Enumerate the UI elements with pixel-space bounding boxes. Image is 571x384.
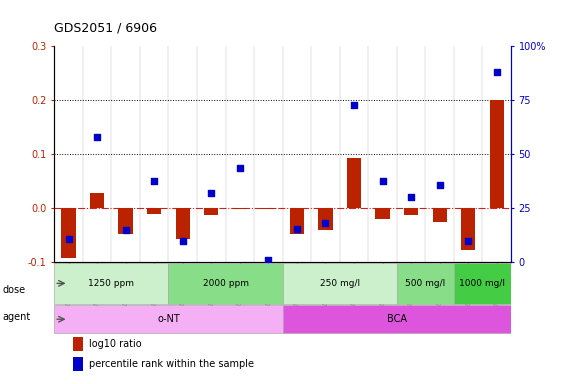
Text: percentile rank within the sample: percentile rank within the sample (89, 359, 254, 369)
Point (93, 134, 102, 140)
Bar (319, 208, 332, 230)
Point (292, 225, 301, 232)
Text: 250 mg/l: 250 mg/l (320, 279, 360, 288)
Text: log10 ratio: log10 ratio (89, 339, 141, 349)
Bar (90, 193, 104, 208)
Bar (347, 159, 361, 208)
Text: o-NT: o-NT (157, 314, 180, 324)
Point (435, 182, 444, 189)
Text: BCA: BCA (387, 314, 407, 324)
Bar (404, 208, 418, 215)
Text: 1000 mg/l: 1000 mg/l (460, 279, 505, 288)
Bar (233, 208, 247, 209)
Point (178, 237, 187, 243)
Text: dose: dose (3, 285, 26, 295)
Bar (397, 263, 454, 304)
Point (150, 178, 159, 184)
Point (321, 220, 330, 226)
Bar (283, 305, 511, 333)
Text: 500 mg/l: 500 mg/l (405, 279, 445, 288)
Bar (290, 208, 304, 234)
Bar (283, 263, 397, 304)
Point (464, 237, 473, 243)
Point (264, 257, 273, 263)
Text: GDS2051 / 6906: GDS2051 / 6906 (54, 22, 157, 35)
Text: agent: agent (3, 312, 31, 322)
Bar (61, 208, 75, 258)
Point (349, 103, 359, 109)
Point (207, 190, 216, 196)
Bar (262, 208, 275, 209)
Bar (119, 208, 132, 234)
Text: 2000 ppm: 2000 ppm (203, 279, 248, 288)
Bar (73, 338, 83, 351)
Bar (204, 208, 218, 215)
Point (121, 227, 130, 233)
Bar (168, 263, 283, 304)
Bar (176, 208, 190, 240)
Bar (376, 208, 389, 219)
Text: 1250 ppm: 1250 ppm (89, 279, 134, 288)
Point (407, 194, 416, 200)
Bar (147, 208, 162, 214)
Point (378, 178, 387, 184)
Point (235, 165, 244, 171)
Bar (54, 305, 283, 333)
Bar (490, 100, 504, 208)
Bar (73, 357, 83, 371)
Bar (454, 263, 511, 304)
Bar (433, 208, 447, 222)
Bar (54, 263, 168, 304)
Point (64, 237, 73, 243)
Point (492, 69, 501, 75)
Bar (461, 208, 475, 250)
